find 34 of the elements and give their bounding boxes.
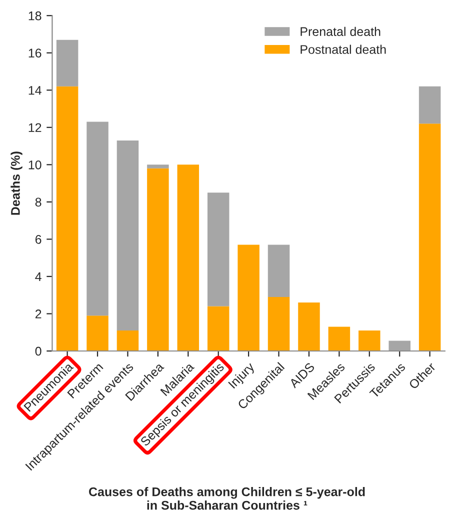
bar: [147, 168, 169, 351]
legend-label: Prenatal death: [300, 26, 380, 36]
bar: [116, 330, 139, 351]
bar: [116, 140, 139, 331]
y-tick-label: 18: [28, 11, 42, 20]
y-tick-label: 16: [28, 48, 42, 58]
bar: [56, 86, 78, 351]
bar: [418, 86, 441, 124]
bar: [147, 164, 169, 168]
bar: [207, 306, 230, 351]
bar: [177, 164, 200, 351]
y-tick-label: 8: [35, 198, 42, 207]
y-tick-label: 2: [35, 310, 42, 318]
y-axis-title: Deaths (%): [10, 152, 22, 215]
y-tick-label: 0: [35, 346, 42, 356]
x-axis-title: Causes of Deaths among Children ≤ 5-year-old in Sub-Saharan Countries ¹: [88, 487, 365, 510]
y-tick-label: 10: [28, 160, 42, 170]
bar: [328, 326, 350, 351]
bar: [268, 296, 290, 351]
bar: [418, 124, 441, 351]
bar: [388, 340, 410, 351]
bar: [358, 330, 380, 351]
bar: [207, 192, 230, 306]
bar: [86, 122, 108, 316]
bar: [86, 316, 108, 351]
y-tick-label: 12: [28, 123, 42, 132]
y-tick-label: 6: [35, 235, 42, 244]
bar: [268, 244, 290, 297]
bar: [56, 40, 78, 86]
y-tick-label: 14: [28, 86, 42, 95]
y-tick-label: 4: [35, 272, 42, 281]
bar: [238, 244, 260, 351]
bar: [298, 302, 320, 351]
legend-label: Postnatal death: [300, 44, 386, 54]
